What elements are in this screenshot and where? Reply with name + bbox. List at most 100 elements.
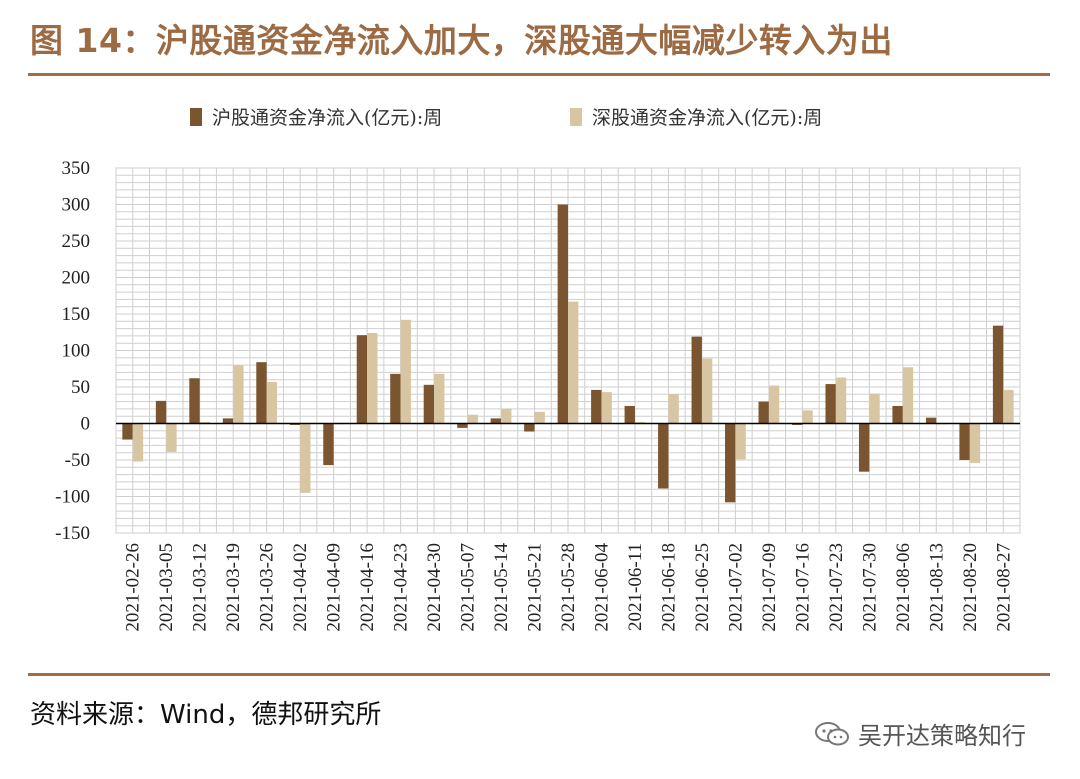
x-tick-label: 2021-03-12 — [190, 543, 211, 632]
bar-series-1 — [725, 423, 736, 503]
x-tick-label: 2021-04-02 — [290, 543, 311, 632]
x-tick-label: 2021-08-13 — [926, 543, 947, 632]
y-tick-label: 100 — [62, 341, 91, 362]
bar-series-2 — [534, 411, 545, 424]
x-tick-label: 2021-05-07 — [458, 543, 479, 632]
bar-series-1 — [925, 417, 937, 424]
x-tick-label: 2021-07-23 — [826, 543, 847, 632]
bar-series-2 — [400, 319, 411, 424]
x-tick-label: 2021-06-25 — [692, 543, 713, 632]
axes: 350 300 250 200 150 100 50 0 -50 -100 -150 2021-02-… — [55, 158, 1020, 632]
bar-series-1 — [892, 405, 903, 424]
bar-series-2 — [1003, 389, 1014, 424]
x-tick-label: 2021-08-27 — [993, 543, 1014, 632]
bar-series-1 — [858, 423, 870, 472]
bar-series-1 — [992, 325, 1004, 424]
x-tick-label: 2021-04-09 — [324, 543, 345, 632]
bar-series-2 — [501, 408, 512, 424]
source-note: 资料来源：Wind，德邦研究所 — [30, 700, 382, 730]
x-tick-label: 2021-07-02 — [725, 543, 746, 632]
x-tick-label: 2021-06-11 — [625, 543, 646, 631]
y-tick-label: 200 — [62, 268, 91, 289]
bar-series-2 — [735, 423, 746, 460]
x-tick-label: 2021-03-05 — [156, 543, 177, 632]
bar-series-1 — [524, 423, 535, 432]
y-tick-label: 150 — [62, 304, 91, 325]
x-tick-label: 2021-07-09 — [759, 543, 780, 632]
bar-series-1 — [691, 336, 702, 424]
bar-series-2 — [969, 423, 981, 463]
x-tick-label: 2021-06-04 — [591, 543, 612, 632]
legend-label-1: 沪股通资金净流入(亿元):周 — [212, 107, 442, 129]
bar-series-2 — [601, 392, 612, 424]
y-tick-label: 50 — [71, 377, 90, 398]
bar-series-1 — [825, 384, 836, 424]
bar-series-2 — [802, 410, 813, 424]
watermark-text: 吴开达策略知行 — [858, 722, 1026, 750]
bar-series-1 — [490, 418, 502, 424]
x-tick-label: 2021-07-16 — [792, 543, 813, 632]
legend-label-2: 深股通资金净流入(亿元):周 — [592, 107, 822, 129]
bars — [122, 204, 1014, 503]
bar-series-1 — [390, 373, 401, 424]
wechat-icon — [815, 721, 849, 745]
bar-series-2 — [768, 385, 780, 424]
bar-series-2 — [132, 423, 144, 462]
bar-series-2 — [300, 423, 311, 493]
bar-series-2 — [434, 373, 445, 424]
bar-series-1 — [557, 204, 568, 424]
y-tick-label: -100 — [55, 487, 90, 508]
bar-series-1 — [624, 405, 635, 424]
bar-series-2 — [233, 365, 244, 424]
x-tick-label: 2021-08-20 — [960, 543, 981, 632]
y-tick-label: -150 — [55, 523, 90, 544]
bar-series-2 — [902, 367, 914, 424]
bottom-divider — [28, 673, 1050, 676]
x-tick-label: 2021-08-06 — [893, 543, 914, 632]
x-tick-label: 2021-05-21 — [525, 543, 546, 632]
x-tick-label: 2021-07-30 — [859, 543, 880, 632]
bar-series-1 — [189, 378, 200, 424]
bar-series-1 — [122, 423, 133, 440]
bar-series-1 — [323, 423, 334, 466]
bar-series-1 — [356, 335, 368, 424]
bar-series-1 — [959, 423, 970, 460]
bar-series-2 — [568, 301, 579, 424]
chart-title: 图 14：沪股通资金净流入加大，深股通大幅减少转入为出 — [30, 21, 893, 60]
y-tick-label: 0 — [81, 414, 91, 435]
y-tick-label: 250 — [62, 231, 91, 252]
x-tick-label: 2021-04-30 — [424, 543, 445, 632]
bar-series-1 — [155, 400, 167, 424]
bar-series-2 — [701, 358, 713, 424]
bar-series-1 — [423, 384, 435, 424]
top-divider — [28, 73, 1050, 76]
bar-series-2 — [266, 381, 278, 424]
bar-series-1 — [256, 362, 267, 424]
legend-swatch-1 — [190, 108, 202, 126]
bar-series-1 — [457, 423, 468, 428]
y-tick-label: -50 — [65, 450, 90, 471]
x-tick-label: 2021-02-26 — [123, 543, 144, 632]
bar-series-1 — [658, 423, 669, 489]
bar-series-2 — [166, 423, 177, 452]
bar-series-2 — [869, 393, 880, 424]
bar-series-2 — [467, 414, 478, 424]
legend: 沪股通资金净流入(亿元):周 深股通资金净流入(亿元):周 — [190, 107, 822, 129]
x-tick-label: 2021-04-16 — [357, 543, 378, 632]
y-tick-label: 300 — [62, 195, 91, 216]
bar-series-2 — [835, 377, 847, 424]
x-tick-label: 2021-03-19 — [223, 543, 244, 632]
bar-series-1 — [591, 389, 602, 424]
x-tick-label: 2021-03-26 — [257, 543, 278, 632]
bar-series-2 — [668, 394, 679, 424]
x-tick-label: 2021-06-18 — [658, 543, 679, 632]
watermark: 吴开达策略知行 — [814, 716, 1026, 751]
bar-series-1 — [758, 401, 769, 424]
bar-series-2 — [367, 332, 378, 424]
x-tick-label: 2021-04-23 — [391, 543, 412, 632]
y-tick-label: 350 — [62, 158, 91, 179]
x-tick-label: 2021-05-14 — [491, 543, 512, 632]
legend-swatch-2 — [570, 108, 582, 126]
x-tick-label: 2021-05-28 — [558, 543, 579, 632]
